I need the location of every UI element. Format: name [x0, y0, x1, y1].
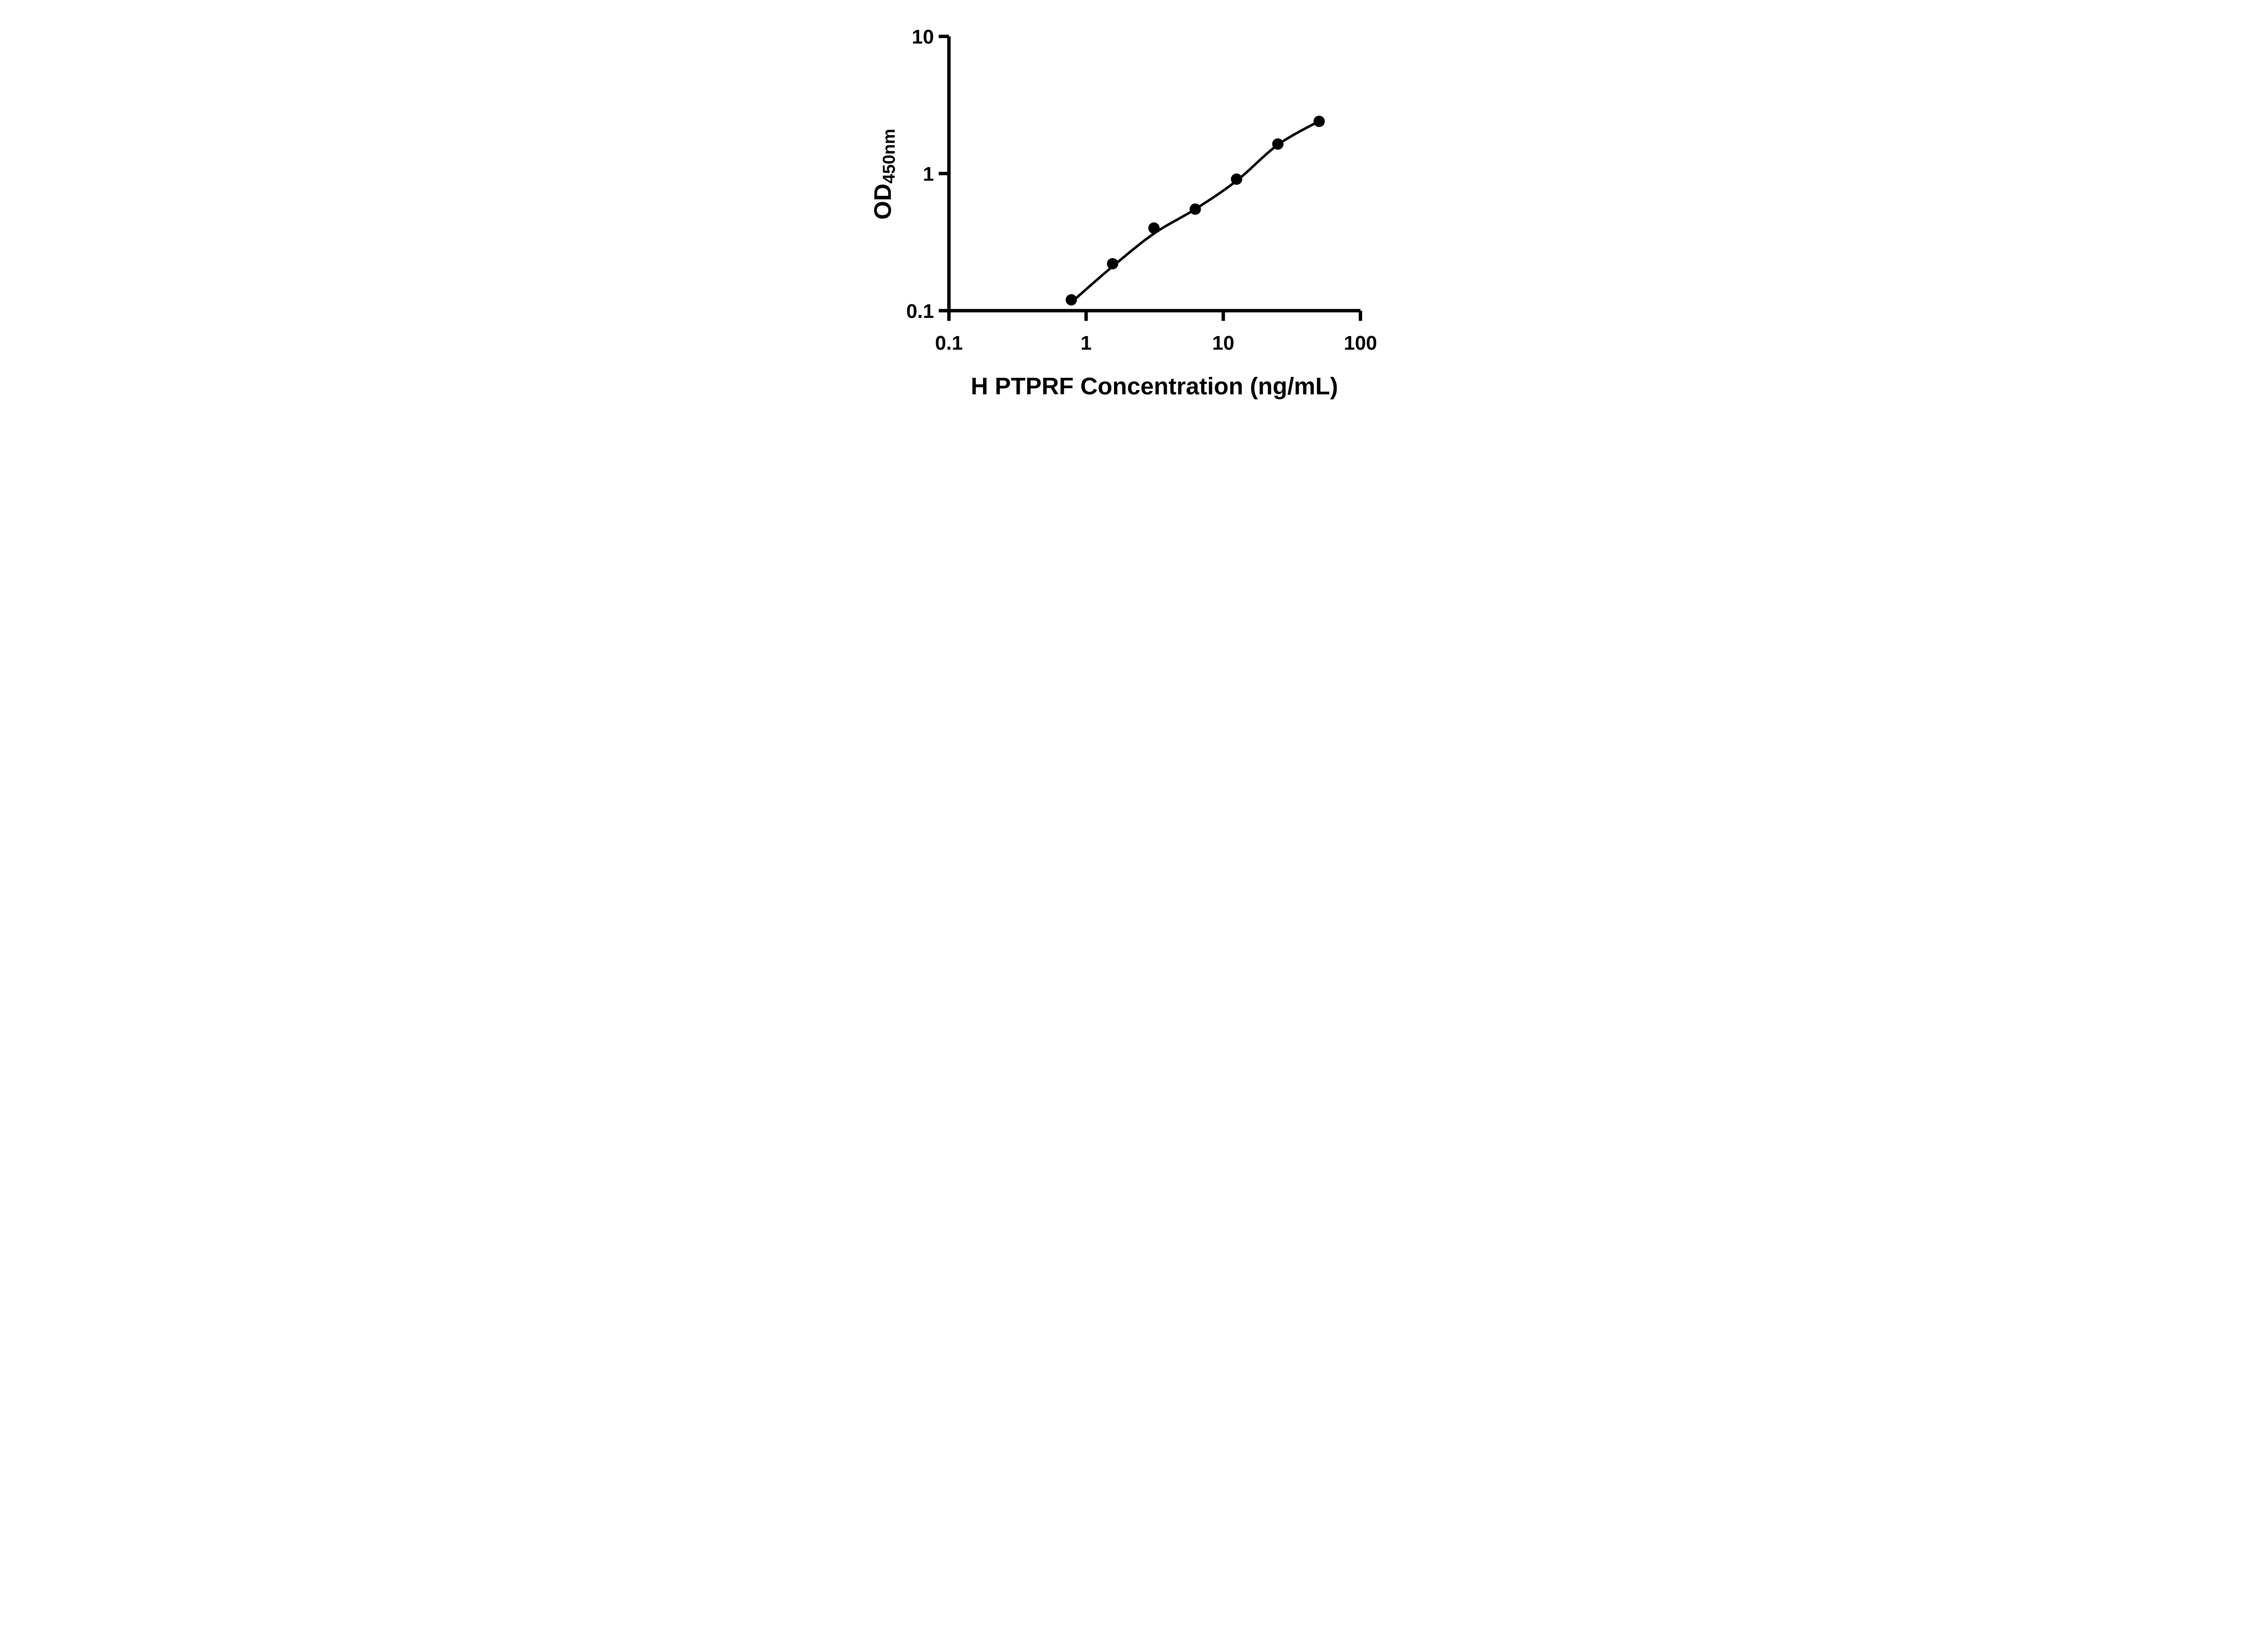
data-point [1231, 173, 1242, 185]
data-point [1107, 258, 1119, 269]
y-tick-label: 1 [923, 163, 934, 185]
x-tick-label: 1 [1080, 332, 1091, 354]
data-point [1272, 138, 1284, 150]
x-tick-label: 0.1 [935, 332, 963, 354]
x-axis-title: H PTPRF Concentration (ng/mL) [971, 373, 1338, 400]
y-axis-title-subscript: 450nm [879, 128, 899, 184]
y-axis-title-main: OD [870, 183, 897, 220]
x-tick-label: 100 [1344, 332, 1377, 354]
plot-area: 0.1 1 10 100 0.1 1 10 [906, 26, 1377, 354]
y-tick-label: 10 [912, 26, 934, 48]
data-point [1148, 222, 1160, 234]
elisa-standard-curve-figure: 0.1 1 10 100 0.1 1 10 H PTPRF Concentration (n… [846, 0, 1422, 412]
y-axis-title: OD450nm [870, 128, 899, 220]
data-point [1066, 294, 1077, 306]
y-tick-label: 0.1 [906, 300, 934, 322]
data-point [1313, 116, 1325, 127]
data-point [1189, 203, 1201, 215]
x-tick-label: 10 [1212, 332, 1234, 354]
